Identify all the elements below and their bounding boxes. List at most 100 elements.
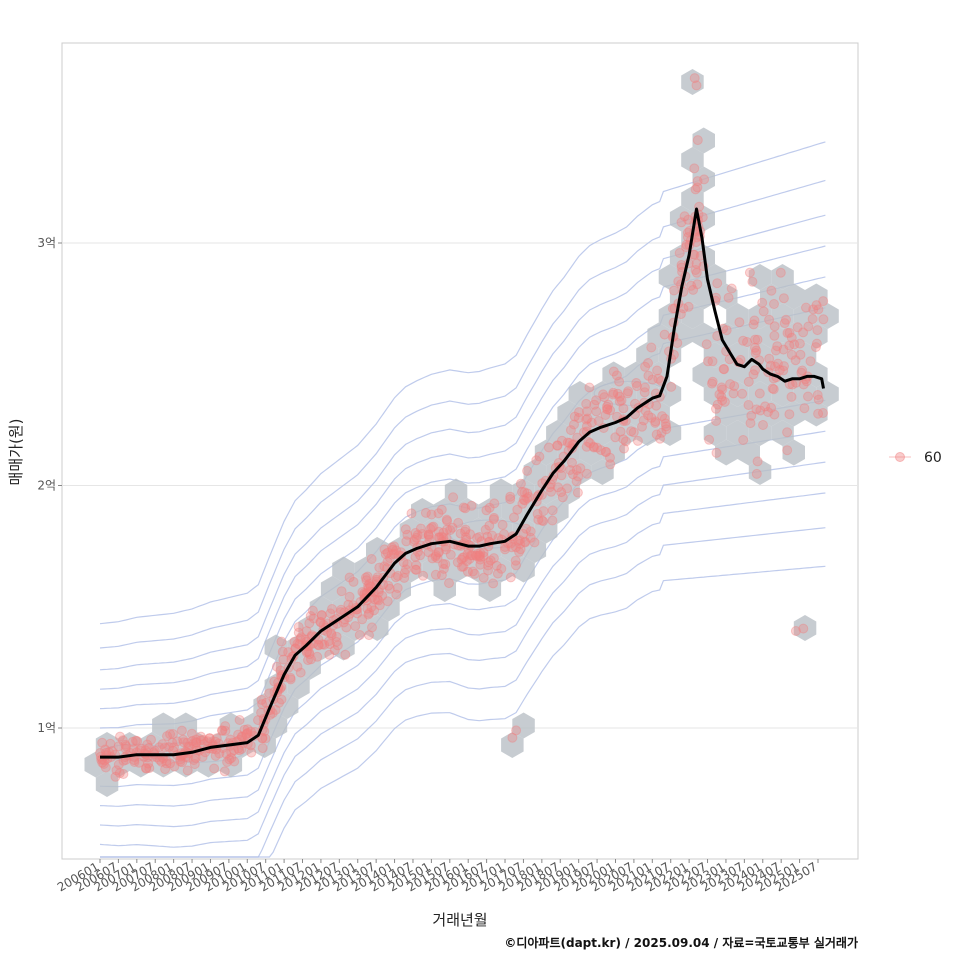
scatter-point: [129, 757, 140, 767]
scatter-point: [585, 438, 596, 449]
hexbin-cell: [737, 400, 760, 427]
scatter-point: [448, 492, 459, 503]
scatter-point: [711, 403, 721, 414]
scatter-point: [290, 643, 301, 654]
scatter-point: [581, 398, 592, 409]
scatter-point: [316, 610, 327, 621]
scatter-point: [433, 546, 444, 557]
scatter-point: [506, 542, 517, 553]
scatter-point: [423, 531, 434, 542]
scatter-point: [204, 733, 215, 744]
scatter-point: [134, 757, 145, 768]
scatter-point: [293, 627, 304, 638]
scatter-point: [766, 402, 777, 413]
scatter-point: [239, 724, 250, 735]
scatter-point: [324, 636, 334, 647]
hexbin-cell: [613, 420, 637, 446]
scatter-point: [189, 759, 200, 770]
scatter-point: [781, 314, 791, 325]
hexbin-cell: [715, 283, 738, 310]
scatter-point: [505, 491, 516, 502]
scatter-point: [350, 621, 361, 632]
hexbin-cell: [399, 517, 423, 544]
scatter-point: [160, 764, 171, 775]
hexbin-cell: [478, 576, 502, 602]
scatter-point: [523, 491, 534, 502]
scatter-point: [204, 733, 215, 744]
scatter-point: [475, 548, 486, 558]
scatter-point: [217, 725, 228, 736]
hexbin-cell: [354, 556, 378, 583]
hexbin-cell: [489, 478, 513, 505]
hexbin-cell: [422, 517, 445, 544]
scatter-point: [221, 748, 232, 759]
scatter-point: [643, 410, 654, 421]
scatter-point: [767, 383, 778, 394]
hexbin-cell: [557, 478, 580, 505]
scatter-point: [458, 502, 469, 513]
scatter-point: [144, 742, 154, 753]
scatter-point: [308, 613, 319, 624]
scatter-point: [191, 737, 202, 748]
scatter-point: [728, 388, 739, 399]
scatter-point: [464, 554, 475, 564]
scatter-point: [602, 404, 613, 415]
scatter-point: [300, 634, 311, 645]
hexbin-cell: [309, 634, 333, 661]
scatter-point: [601, 401, 612, 412]
scatter-point: [628, 427, 639, 438]
hexbin-cell: [568, 381, 592, 407]
scatter-point: [438, 527, 449, 538]
scatter-point: [778, 365, 789, 376]
y-axis-title: 매매가(원): [7, 419, 25, 486]
scatter-point: [202, 736, 213, 747]
scatter-point: [618, 434, 629, 445]
hexbin-cell: [726, 381, 749, 407]
hexbin-cell: [534, 517, 558, 544]
scatter-point: [400, 524, 411, 535]
hexbin-cell: [501, 732, 524, 758]
scatter-point: [651, 429, 662, 440]
scatter-point: [489, 498, 500, 509]
scatter-point: [222, 757, 233, 767]
hexbin-cell: [152, 751, 175, 778]
hexbin-cell: [411, 498, 434, 524]
hexbin-cell: [219, 712, 243, 739]
hexbin-cell: [805, 400, 828, 427]
hexbin-cell: [377, 595, 400, 622]
scatter-point: [412, 530, 423, 540]
scatter-point: [411, 564, 422, 575]
scatter-point: [581, 441, 592, 452]
scatter-point: [721, 325, 732, 336]
scatter-point: [431, 550, 441, 561]
scatter-point: [295, 634, 306, 644]
scatter-point: [690, 184, 701, 195]
scatter-point: [797, 365, 808, 376]
scatter-point: [271, 661, 282, 672]
scatter-point: [758, 306, 769, 317]
hexbin-cell: [726, 420, 749, 446]
scatter-point: [608, 366, 619, 377]
scatter-point: [553, 482, 563, 493]
hexbin-cell: [467, 517, 490, 544]
scatter-point: [571, 476, 582, 487]
scatter-point: [589, 399, 600, 410]
scatter-point: [469, 568, 480, 579]
scatter-point: [600, 447, 611, 457]
scatter-point: [557, 492, 568, 503]
scatter-point: [603, 399, 614, 410]
scatter-point: [157, 739, 168, 750]
scatter-point: [488, 514, 499, 525]
scatter-point: [569, 411, 580, 422]
scatter-point: [290, 643, 301, 654]
scatter-point: [313, 640, 324, 651]
scatter-point: [409, 534, 420, 545]
scatter-point: [382, 556, 393, 567]
scatter-point: [711, 416, 722, 426]
scatter-point: [460, 532, 471, 543]
scatter-point: [480, 524, 491, 535]
hexbin-cell: [793, 303, 817, 329]
scatter-point: [803, 391, 813, 402]
hexbin-cell: [332, 556, 355, 583]
scatter-point: [803, 321, 814, 332]
